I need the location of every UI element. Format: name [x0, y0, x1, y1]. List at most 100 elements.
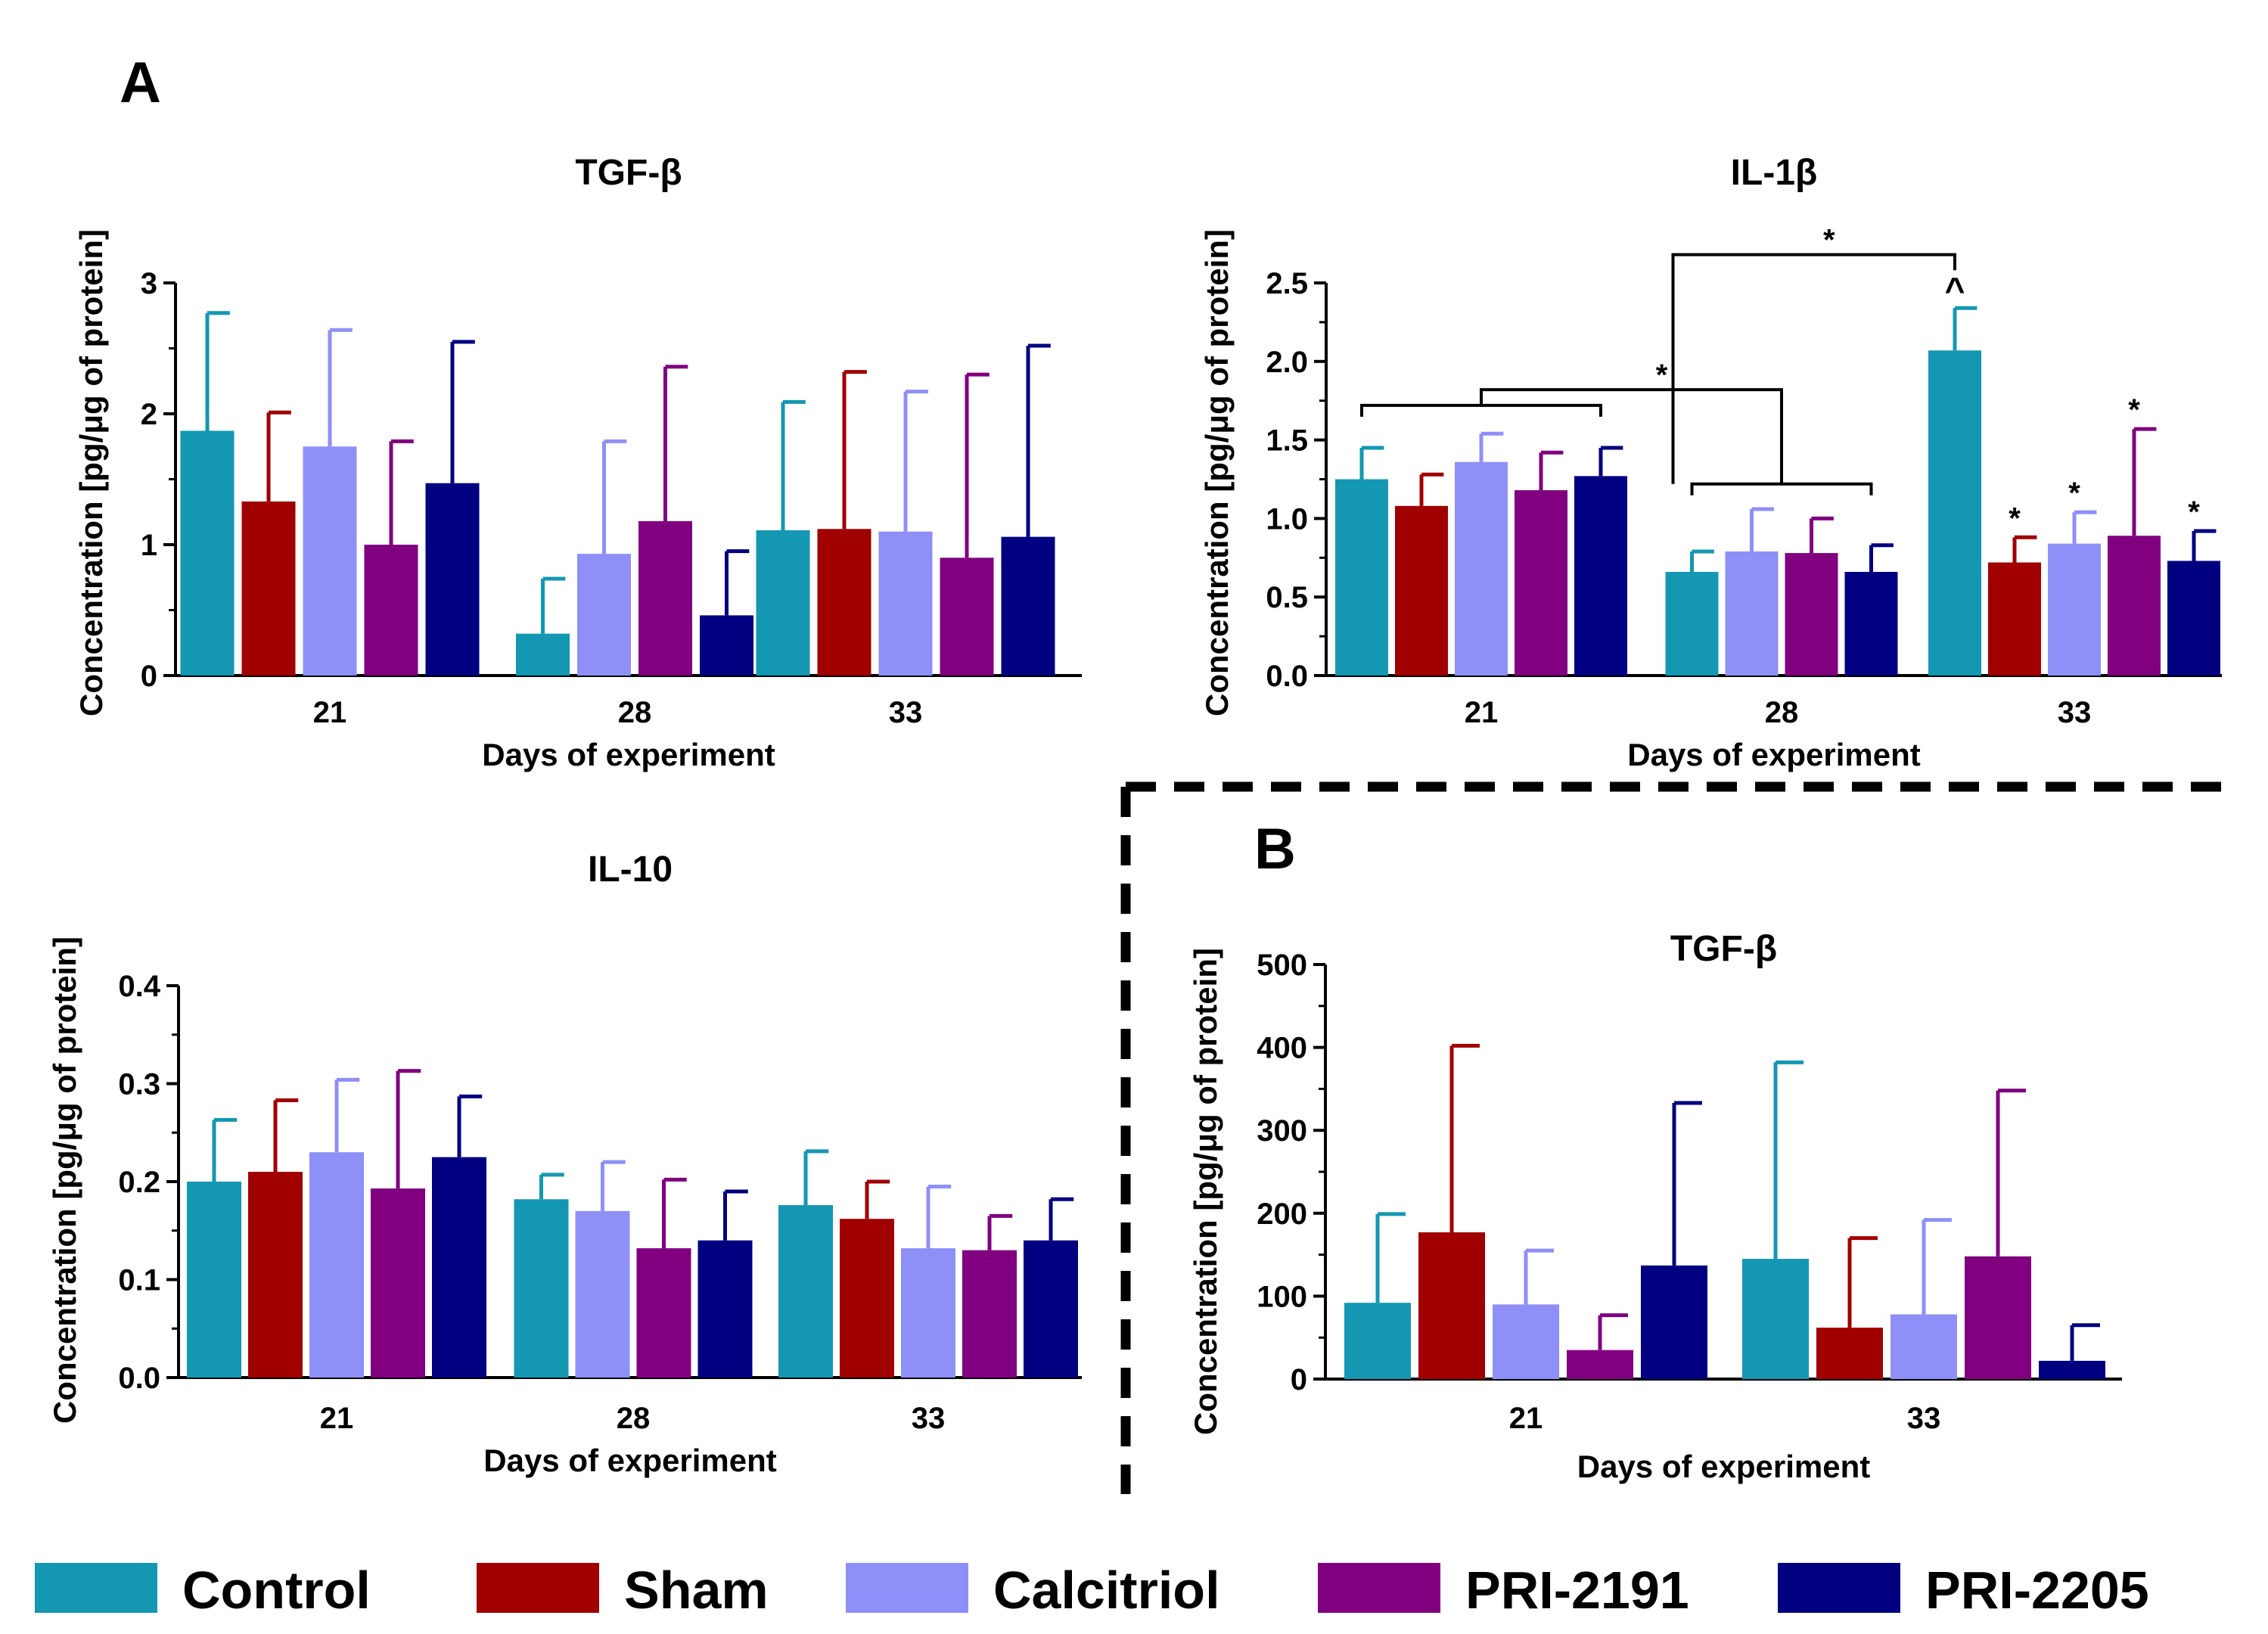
y-tick-label: 2	[141, 398, 157, 431]
legend-label-pri-2191: PRI-2191	[1465, 1561, 1689, 1620]
x-tick-label-21: 21	[320, 1402, 354, 1435]
bar-calcitriol-day-33	[1891, 1314, 1957, 1379]
y-tick-label: 0.1	[118, 1264, 160, 1297]
star-bracket-day-28-vs-control-33: *	[1823, 224, 1835, 257]
x-axis-label: Days of experiment	[483, 1443, 776, 1478]
bar-pri-2191-day-28	[638, 520, 692, 676]
bar-calcitriol-day-21	[1455, 461, 1508, 676]
chart-tgf-beta-panel-a: TGF-β Days of experiment Concentration [pg…	[73, 153, 1082, 772]
x-axis-label: Days of experiment	[1577, 1449, 1870, 1484]
star-marker-calcitriol-day-33: *	[2068, 477, 2080, 510]
bar-pri-2205-day-33	[1024, 1240, 1078, 1378]
bar-calcitriol-day-28	[1725, 551, 1779, 676]
bar-pri-2205-day-21	[1641, 1265, 1707, 1379]
y-tick-label: 100	[1257, 1280, 1307, 1313]
bar-pri-2191-day-33	[1965, 1256, 2031, 1379]
bar-pri-2191-day-33	[962, 1250, 1017, 1378]
panel-label-a: A	[120, 51, 161, 115]
chart-tgf-beta-panel-b: TGF-β Days of experiment Concentration [pg…	[1188, 929, 2122, 1484]
star-marker-sham-day-33: *	[2009, 502, 2021, 535]
bar-control-day-33	[756, 530, 810, 676]
legend-swatch-sham	[477, 1563, 599, 1613]
bar-calcitriol-day-33	[878, 531, 933, 676]
bar-pri-2191-day-21	[371, 1188, 425, 1378]
x-tick-label-21: 21	[1509, 1402, 1543, 1435]
bar-sham-day-33	[1816, 1328, 1883, 1379]
y-axis-label: Concentration [pg/μg of protein]	[1199, 229, 1235, 716]
bar-sham-day-21	[241, 501, 296, 676]
chart-il-1-beta-panel-a: IL-1β Days of experiment Concentration [pg…	[1199, 153, 2222, 772]
bar-control-day-21	[1344, 1303, 1411, 1379]
bar-pri-2205-day-33	[2167, 561, 2220, 676]
y-axis-label: Concentration [pg/μg of protein]	[1188, 948, 1223, 1435]
y-tick-label: 0.2	[118, 1166, 160, 1199]
y-tick-label: 0.3	[118, 1068, 160, 1101]
y-tick-label: 200	[1257, 1198, 1307, 1231]
bar-pri-2205-day-21	[1574, 476, 1627, 676]
y-tick-label: 400	[1257, 1032, 1307, 1065]
bar-pri-2205-day-28	[697, 1240, 753, 1378]
legend: Control Sham Calcitriol PRI-2191 PRI-2205	[35, 1561, 2149, 1620]
star-marker-pri-2191-day-33: *	[2128, 393, 2140, 427]
chart-title: TGF-β	[575, 153, 682, 193]
bar-pri-2191-day-21	[1515, 490, 1567, 676]
y-tick-label: 0.4	[118, 970, 160, 1003]
y-tick-label: 2.0	[1266, 346, 1308, 379]
x-tick-label-33: 33	[912, 1402, 946, 1435]
panel-b-dashed-border	[1120, 781, 2238, 1494]
bar-control-day-28	[516, 633, 570, 676]
bracket-day-28-vs-control-33	[1671, 253, 1956, 484]
y-axis-label: Concentration [pg/μg of protein]	[73, 229, 109, 716]
bar-sham-day-33	[1988, 562, 2041, 676]
y-tick-label: 1.0	[1266, 502, 1308, 536]
y-tick-label: 0.5	[1266, 581, 1308, 614]
y-tick-label: 1	[141, 529, 157, 562]
bar-pri-2205-day-28	[700, 615, 753, 676]
bar-control-day-33	[778, 1205, 833, 1378]
bar-calcitriol-day-21	[1493, 1304, 1559, 1379]
bar-control-day-28	[1665, 571, 1719, 676]
legend-label-sham: Sham	[624, 1561, 769, 1620]
x-tick-label-21: 21	[313, 696, 347, 729]
bar-pri-2205-day-33	[2039, 1360, 2105, 1379]
bar-sham-day-33	[840, 1219, 894, 1378]
bar-pri-2205-day-21	[425, 483, 480, 676]
star-bracket-day-21-vs-day-28: *	[1656, 359, 1668, 392]
bar-calcitriol-day-33	[2048, 543, 2101, 676]
star-marker-pri-2205-day-33: *	[2188, 495, 2200, 529]
y-tick-label: 0	[141, 660, 157, 693]
x-tick-label-33: 33	[2058, 696, 2092, 729]
bar-pri-2191-day-28	[636, 1248, 691, 1378]
bar-sham-day-33	[817, 529, 871, 676]
y-tick-label: 1.5	[1266, 424, 1308, 458]
y-tick-label: 300	[1257, 1114, 1307, 1148]
x-tick-label-33: 33	[889, 696, 923, 729]
legend-swatch-control	[35, 1563, 157, 1613]
bar-control-day-33	[1928, 350, 1981, 676]
chart-title: TGF-β	[1670, 929, 1777, 969]
bar-calcitriol-day-21	[303, 446, 357, 676]
bar-sham-day-21	[1418, 1232, 1485, 1379]
bar-calcitriol-day-21	[309, 1152, 364, 1378]
bar-pri-2205-day-21	[432, 1157, 486, 1378]
legend-swatch-pri-2205	[1778, 1563, 1900, 1613]
panel-label-b: B	[1254, 817, 1296, 881]
chart-title: IL-10	[588, 850, 673, 890]
bar-calcitriol-day-28	[577, 554, 631, 676]
y-tick-label: 2.5	[1266, 267, 1308, 300]
y-tick-label: 0	[1291, 1363, 1307, 1396]
caret-marker-control-day-33: ^	[1945, 270, 1965, 309]
x-tick-label-28: 28	[1765, 696, 1799, 729]
bar-pri-2205-day-33	[1001, 536, 1055, 676]
bar-control-day-33	[1742, 1259, 1809, 1379]
x-axis-label: Days of experiment	[1627, 737, 1920, 772]
chart-il-10-panel-a: IL-10 Days of experiment Concentration [pg…	[47, 850, 1082, 1478]
bar-sham-day-21	[248, 1172, 303, 1378]
legend-label-control: Control	[182, 1561, 371, 1620]
bar-control-day-21	[1335, 479, 1388, 676]
legend-label-pri-2205: PRI-2205	[1925, 1561, 2149, 1620]
bar-control-day-28	[514, 1199, 569, 1378]
x-tick-label-33: 33	[1907, 1402, 1941, 1435]
